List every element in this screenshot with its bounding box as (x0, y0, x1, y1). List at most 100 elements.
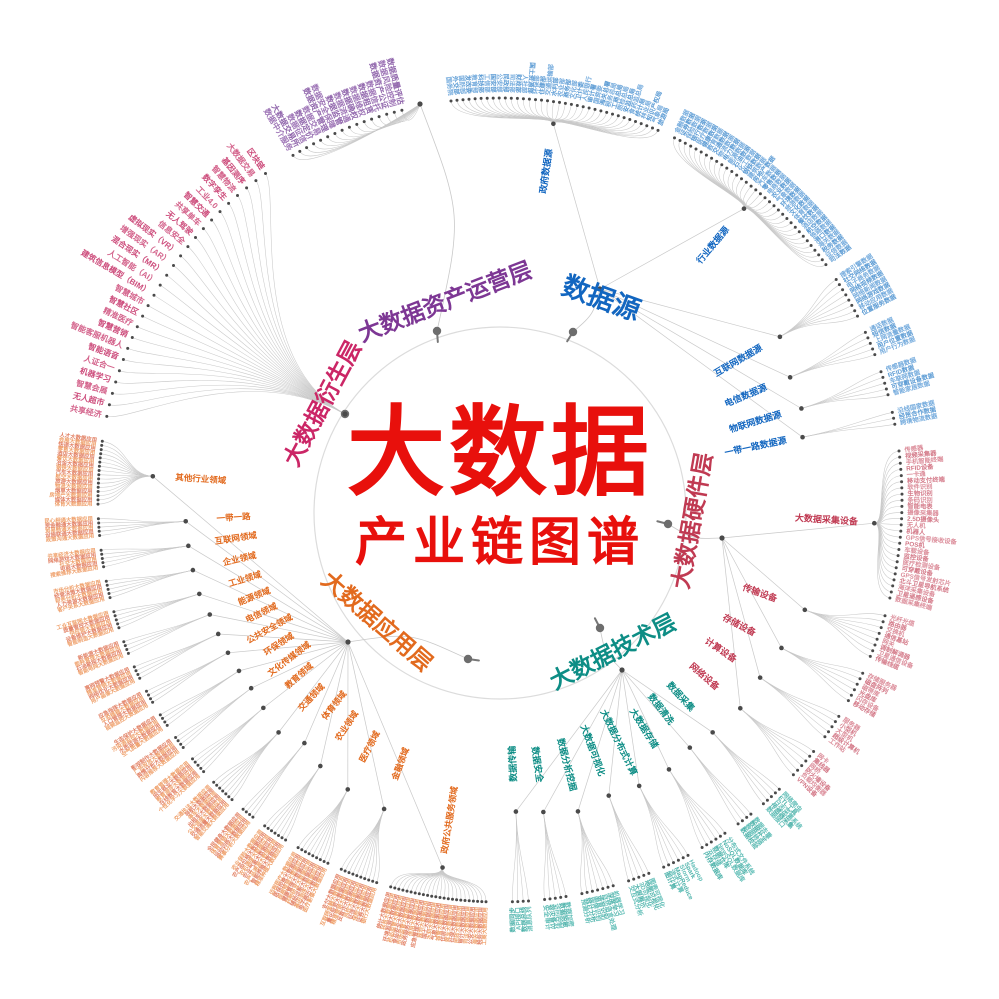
leaf-curve (99, 521, 186, 536)
sub-branch-dot (345, 787, 351, 792)
branch-node-dot (597, 286, 603, 292)
leaf-curve (689, 747, 752, 815)
leaf-curve (779, 289, 843, 338)
leaf-dot (97, 529, 101, 533)
branch-to-sub-curve (721, 522, 875, 539)
leaf-curve (779, 305, 852, 338)
leaf-dot (892, 416, 896, 420)
leaf-dot (158, 283, 162, 287)
branch-to-sub-curve (304, 641, 349, 744)
leaf-dot (628, 118, 632, 121)
sub-branch-dot (871, 520, 877, 526)
sub-branch-dot (150, 473, 156, 479)
leaf-curve (297, 789, 349, 848)
leaf-dot (605, 110, 609, 114)
sub-branch-label: 政府公共服务领域 (439, 785, 459, 854)
leaf-dot (768, 200, 771, 204)
leaf-dot (812, 750, 816, 753)
leaf-curve (102, 545, 189, 563)
leaf-dot (900, 498, 904, 502)
leaf-dot (651, 126, 654, 130)
leaf-dot (789, 221, 793, 225)
leaf-label: 设施联通大数据应用 (45, 527, 94, 539)
leaf-dot (284, 838, 288, 842)
leaf-dot (347, 871, 351, 875)
leaf-dot (114, 380, 118, 384)
leaf-curve (164, 670, 240, 723)
leaf-dot (172, 264, 175, 267)
leaf-curve (153, 295, 346, 415)
leaf-dot (485, 96, 489, 100)
leaf-dot (417, 892, 421, 896)
leaf-curve (553, 121, 648, 135)
leaf-label: 数据总线 (518, 906, 528, 932)
leaf-dot (715, 159, 719, 163)
leaf-dot (871, 347, 875, 351)
leaf-dot (596, 888, 600, 892)
leaf-dot (900, 504, 904, 508)
leaf-label: 农业部 (555, 77, 567, 99)
leaf-curve (147, 305, 346, 415)
leaf-dot (181, 746, 185, 749)
leaf-dot (312, 142, 316, 146)
leaf-dot (805, 239, 809, 243)
leaf-curve (874, 475, 902, 524)
leaf-label: 贸易畅通大数据应用 (45, 523, 94, 534)
branch-label-application: 大数据应用层 (317, 566, 438, 676)
leaf-dot (355, 122, 359, 126)
leaf-dot (681, 856, 685, 860)
leaf-dot (122, 640, 126, 644)
leaf-dot (479, 96, 483, 100)
leaf-dot (889, 590, 893, 594)
sub-branch-dot (248, 685, 254, 691)
leaf-dot (199, 766, 203, 770)
leaf-dot (785, 217, 789, 220)
leaf-dot (291, 153, 295, 157)
leaf-dot (837, 283, 841, 287)
leaf-label: POS机 (905, 539, 926, 550)
branch-to-sub-curve (227, 641, 349, 654)
leaf-dot (480, 900, 484, 904)
leaf-dot (461, 98, 465, 102)
leaf-dot (307, 852, 311, 856)
sub-branch-dot (541, 809, 546, 815)
leaf-dot (311, 854, 315, 858)
sub-branch-dot (777, 334, 783, 340)
leaf-label: 外交部 (451, 75, 462, 95)
leaf-dot (569, 102, 573, 106)
leaf-dot (590, 889, 594, 893)
leaf-dot (165, 723, 169, 727)
leaf-curve (638, 785, 689, 856)
leaf-curve (167, 670, 240, 726)
leaf-dot (100, 552, 104, 556)
leaf-dot (141, 314, 145, 318)
leaf-dot (401, 888, 405, 892)
leaf-dot (580, 892, 584, 896)
leaf-dot (105, 414, 109, 418)
leaf-curve (228, 732, 279, 797)
leaf-dot (858, 677, 862, 681)
leaf-dot (564, 895, 568, 898)
sub-branch-label: 农业领域 (332, 708, 360, 743)
leaf-curve (219, 211, 346, 415)
leaf-dot (96, 494, 100, 498)
leaf-dot (830, 725, 834, 729)
branch-pin (463, 654, 473, 664)
sub-branch-dot (440, 865, 445, 870)
leaf-dot (152, 293, 156, 297)
leaf-dot (442, 896, 446, 900)
leaf-dot (599, 109, 603, 113)
leaf-dot (849, 693, 853, 697)
leaf-dot (99, 548, 103, 552)
leaf-dot (521, 97, 525, 101)
leaf-label: API接口 (513, 907, 523, 930)
sub-branch-dot (666, 767, 672, 772)
leaf-curve (101, 545, 189, 555)
leaf-dot (801, 234, 805, 238)
leaf-dot (548, 897, 552, 901)
leaf-curve (113, 593, 200, 613)
leaf-dot (898, 455, 902, 459)
branch-pin (432, 326, 442, 336)
leaf-label: 条码识别 (908, 495, 933, 504)
leaf-dot (97, 477, 101, 481)
